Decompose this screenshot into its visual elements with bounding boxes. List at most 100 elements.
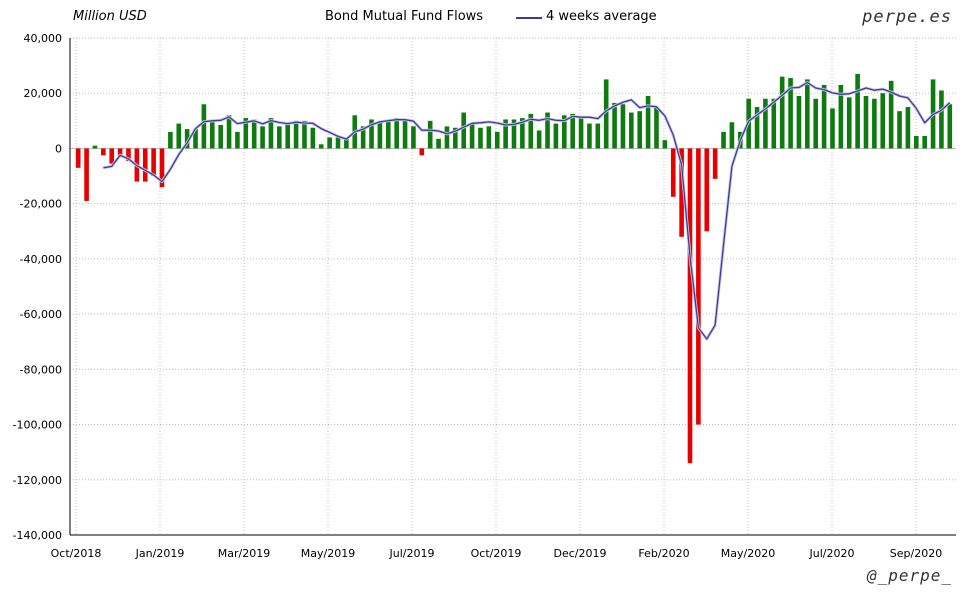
flow-bar <box>821 84 827 149</box>
flow-bar <box>318 144 324 149</box>
flow-bar <box>117 148 123 157</box>
flow-bar <box>109 148 115 164</box>
flow-bar <box>922 136 927 149</box>
y-tick-label: 0 <box>55 142 62 155</box>
flow-bar <box>654 107 659 149</box>
flow-bar <box>427 120 433 149</box>
x-tick-label: Oct/2018 <box>51 547 102 560</box>
handle-watermark: @_perpe_ <box>866 566 952 585</box>
flow-bar <box>260 126 265 149</box>
flow-bar <box>411 126 416 149</box>
x-tick-label: Jan/2019 <box>135 547 185 560</box>
flow-bar <box>293 120 299 149</box>
x-tick-label: May/2019 <box>301 547 355 560</box>
chart-title: Bond Mutual Fund Flows <box>325 9 484 24</box>
flow-bar <box>159 148 165 188</box>
flow-bar <box>126 148 131 161</box>
flow-bar <box>478 127 483 149</box>
flow-bar <box>863 95 869 149</box>
average-line <box>103 81 951 340</box>
flow-bar <box>251 119 257 149</box>
flow-bar <box>788 78 793 149</box>
flow-bar <box>620 104 626 149</box>
y-tick-labels: 40,000 20,000 0 -20,000 -40,000 -60,000 -80,00… <box>13 32 62 542</box>
flow-bar <box>846 97 852 149</box>
flow-bar <box>721 131 726 149</box>
flow-bar <box>704 148 710 232</box>
flow-bar <box>570 113 575 149</box>
axes <box>69 38 956 536</box>
y-tick-label: -60,000 <box>20 308 62 321</box>
flow-bar <box>712 148 718 179</box>
flow-bar <box>486 126 492 149</box>
y-tick-label: -100,000 <box>13 419 62 432</box>
flow-bar <box>193 129 198 149</box>
flow-bar <box>75 148 81 168</box>
flow-bar <box>453 127 458 149</box>
flow-bar <box>201 104 207 149</box>
flow-bar <box>277 126 282 149</box>
flow-bar <box>587 123 592 149</box>
legend-label: 4 weeks average <box>546 9 657 24</box>
flow-bar <box>779 76 785 149</box>
flow-bar <box>385 120 391 149</box>
flow-bar <box>696 148 701 425</box>
y-tick-label: 20,000 <box>24 87 63 100</box>
flow-bar <box>872 98 877 149</box>
flow-bar <box>528 113 534 149</box>
flow-bar <box>469 123 475 149</box>
flow-bar <box>637 111 643 149</box>
flow-bar <box>494 131 500 149</box>
flow-bar <box>285 123 291 149</box>
x-tick-label: Dec/2019 <box>554 547 607 560</box>
flow-bar <box>176 123 182 149</box>
flow-bar <box>101 148 106 156</box>
flow-bar <box>394 118 399 149</box>
flow-bar <box>796 95 802 149</box>
x-tick-label: May/2020 <box>721 547 775 560</box>
flow-bar <box>947 104 953 149</box>
flow-bar <box>888 80 894 149</box>
flow-bar <box>855 73 860 149</box>
flow-bar <box>209 122 215 149</box>
flow-bar <box>302 120 307 149</box>
legend-line-swatch <box>516 17 542 19</box>
flow-bar <box>913 136 919 149</box>
flow-bar <box>84 148 89 201</box>
flow-bar <box>436 138 441 149</box>
flow-bar <box>444 126 450 149</box>
flow-bar <box>687 148 693 464</box>
flow-bar <box>360 126 366 149</box>
y-tick-label: 40,000 <box>24 32 63 45</box>
flow-bar <box>578 116 584 149</box>
unit-label: Million USD <box>73 9 147 24</box>
flow-bar <box>939 90 944 149</box>
flow-bar <box>503 119 508 149</box>
flow-bar <box>268 118 274 149</box>
flow-bar <box>880 93 886 149</box>
flow-bar <box>92 145 98 149</box>
flow-bar <box>595 123 601 149</box>
flow-bar <box>603 79 609 149</box>
flow-bar <box>897 111 902 149</box>
flow-bar <box>679 148 684 237</box>
flow-bar <box>377 120 383 149</box>
bars-group <box>75 73 953 464</box>
flow-bar <box>729 122 735 149</box>
flow-bar <box>670 148 676 197</box>
flow-bar <box>235 131 240 149</box>
flow-bar <box>402 119 408 149</box>
flow-bar <box>612 102 617 149</box>
y-tick-label: -40,000 <box>20 253 62 266</box>
flow-bar <box>243 118 249 149</box>
flow-bar <box>561 115 567 149</box>
y-tick-label: -20,000 <box>20 198 62 211</box>
flow-bar <box>142 148 148 182</box>
x-tick-label: Sep/2020 <box>890 547 942 560</box>
flow-bar <box>830 108 835 149</box>
flow-bar <box>520 118 525 149</box>
flow-bar <box>344 137 349 149</box>
flow-bar <box>536 130 542 149</box>
flow-bar <box>151 148 156 177</box>
flow-bar <box>838 84 844 149</box>
